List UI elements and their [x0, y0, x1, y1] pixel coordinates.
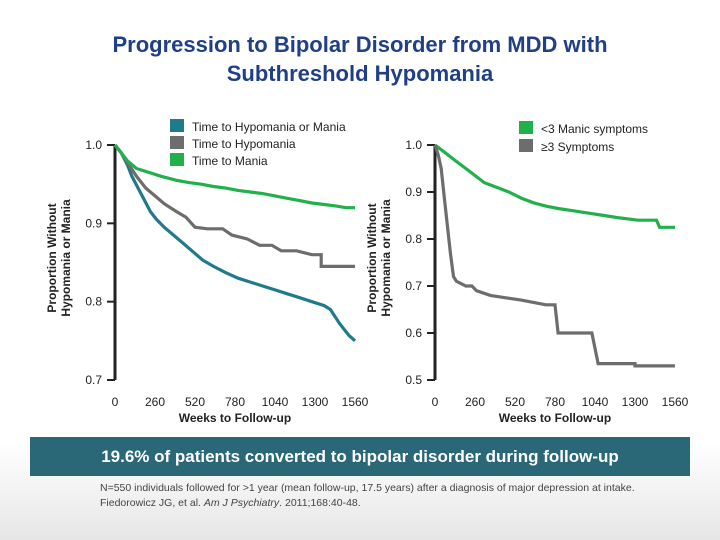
right-x-tick-label: 1300: [622, 395, 649, 409]
legend-swatch-hypomania: [170, 136, 184, 149]
left-y-label-line-2: Hypomania or Mania: [59, 199, 73, 317]
left-x-tick-label: 1300: [302, 395, 329, 409]
citation-journal: Am J Psychiatry: [203, 497, 280, 509]
left-x-ticks: 0 260 520 780 1040 1300 1560: [112, 395, 369, 409]
left-y-tick-label: 1.0: [85, 138, 102, 152]
legend-swatch-mania: [170, 153, 184, 166]
right-x-tick-label: 780: [545, 395, 565, 409]
legend-swatch-lt3: [519, 121, 533, 134]
left-x-tick-label: 1560: [342, 395, 369, 409]
right-series-line-0: [434, 143, 675, 229]
right-x-tick-label: 0: [432, 395, 439, 409]
left-series-line-1: [113, 144, 355, 268]
left-y-ticks: 1.0 0.9 0.8 0.7: [85, 138, 115, 387]
left-chart: Proportion Without Hypomania or Mania 1.…: [45, 119, 369, 425]
left-series-line-0: [113, 144, 357, 342]
right-x-label: Weeks to Follow-up: [499, 411, 611, 425]
footnote-citation: Fiedorowicz JG, et al. Am J Psychiatry. …: [100, 496, 720, 511]
title-line-1: Progression to Bipolar Disorder from MDD…: [112, 32, 608, 57]
left-series: [113, 144, 357, 342]
right-y-tick-label: 0.9: [405, 185, 422, 199]
right-x-tick-label: 260: [465, 395, 485, 409]
right-y-tick-label: 0.6: [405, 326, 422, 340]
right-y-tick-label: 0.5: [405, 373, 422, 387]
left-x-tick-label: 0: [112, 395, 119, 409]
title-line-2: Subthreshold Hypomania: [226, 61, 494, 86]
left-x-tick-label: 780: [225, 395, 245, 409]
slide-title: Progression to Bipolar Disorder from MDD…: [40, 30, 680, 88]
footnote-line-1: N=550 individuals followed for >1 year (…: [100, 482, 635, 494]
right-chart: Proportion Without Hypomania or Mania 1.…: [365, 121, 689, 425]
legend-label-mania-or-hypomania: Time to Hypomania or Mania: [192, 120, 346, 134]
right-y-label: Proportion Without Hypomania or Mania: [365, 199, 393, 317]
legend-label-hypomania: Time to Hypomania: [192, 137, 296, 151]
legend-swatch-ge3: [519, 139, 533, 152]
legend-label-mania: Time to Mania: [192, 154, 268, 168]
footnote: N=550 individuals followed for >1 year (…: [100, 481, 720, 511]
right-y-label-line-1: Proportion Without: [365, 203, 379, 312]
citation-authors: Fiedorowicz JG, et al.: [100, 497, 204, 509]
right-series: [433, 143, 675, 368]
right-y-label-line-2: Hypomania or Mania: [379, 199, 393, 317]
legend-label-lt3: <3 Manic symptoms: [541, 122, 648, 136]
right-x-ticks: 0 260 520 780 1040 1300 1560: [432, 395, 689, 409]
legend-swatch-mania-or-hypomania: [170, 119, 184, 132]
left-y-tick-label: 0.7: [85, 373, 102, 387]
left-y-tick-label: 0.9: [85, 216, 102, 230]
right-x-tick-label: 1560: [662, 395, 689, 409]
left-y-tick-label: 0.8: [85, 295, 102, 309]
right-y-tick-label: 0.8: [405, 232, 422, 246]
right-legend: <3 Manic symptoms ≥3 Symptoms: [519, 121, 648, 154]
right-y-tick-label: 0.7: [405, 279, 422, 293]
legend-label-ge3: ≥3 Symptoms: [541, 140, 614, 154]
right-series-line-1: [433, 144, 675, 368]
left-legend: Time to Hypomania or Mania Time to Hypom…: [170, 119, 346, 168]
left-y-label: Proportion Without Hypomania or Mania: [45, 199, 73, 317]
left-x-tick-label: 260: [145, 395, 165, 409]
right-y-tick-label: 1.0: [405, 138, 422, 152]
left-series-line-2: [113, 144, 355, 210]
right-y-ticks: 1.0 0.9 0.8 0.7 0.6 0.5: [405, 138, 435, 387]
conversion-banner: 19.6% of patients converted to bipolar d…: [30, 437, 690, 476]
citation-details: . 2011;168:40-48.: [279, 497, 361, 509]
left-x-tick-label: 520: [185, 395, 205, 409]
right-x-tick-label: 520: [505, 395, 525, 409]
left-y-label-line-1: Proportion Without: [45, 203, 59, 312]
left-x-label: Weeks to Follow-up: [179, 411, 291, 425]
right-x-tick-label: 1040: [582, 395, 609, 409]
left-x-tick-label: 1040: [262, 395, 289, 409]
